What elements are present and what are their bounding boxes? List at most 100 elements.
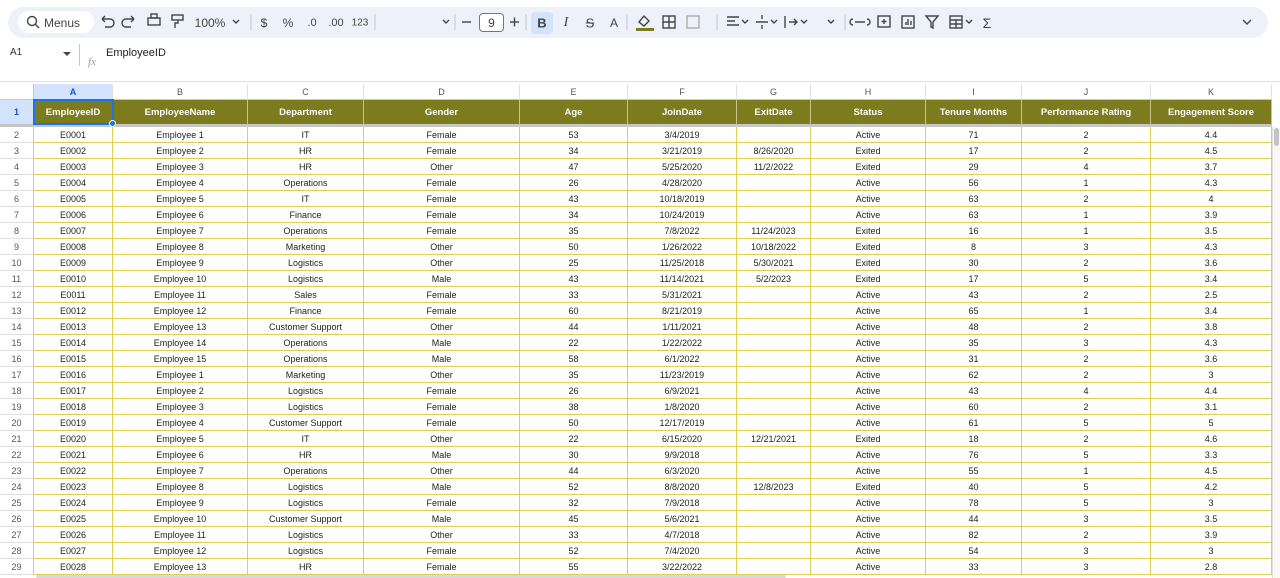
cell[interactable]: 5/31/2021 [628,287,737,303]
cell[interactable]: Employee 7 [113,463,248,479]
cell[interactable]: 5/30/2021 [737,255,811,271]
cell[interactable]: IT [248,127,364,143]
cell[interactable]: 4.5 [1151,463,1272,479]
cell[interactable]: Active [811,351,926,367]
cell[interactable]: 2 [1022,143,1151,159]
cell[interactable]: Employee 3 [113,159,248,175]
cell[interactable]: Finance [248,303,364,319]
row-header[interactable]: 4 [0,159,34,175]
column-header[interactable]: I [926,84,1022,100]
cell[interactable]: 48 [926,319,1022,335]
cell[interactable] [737,287,811,303]
cell[interactable]: 10/18/2019 [628,191,737,207]
cell[interactable]: Employee 4 [113,175,248,191]
cell[interactable]: 4.3 [1151,175,1272,191]
cell[interactable]: HR [248,447,364,463]
cell[interactable]: 3.6 [1151,255,1272,271]
cell[interactable]: E0016 [34,367,113,383]
cell[interactable]: Customer Support [248,319,364,335]
toolbar-item[interactable]: 100% [194,15,226,30]
cell[interactable] [737,527,811,543]
cell[interactable]: 26 [520,383,628,399]
cell[interactable]: HR [248,559,364,575]
row-header[interactable]: 15 [0,335,34,351]
cell[interactable]: 4 [1022,383,1151,399]
cell[interactable]: 3 [1022,511,1151,527]
vertical-scroll-thumb[interactable] [1274,128,1279,146]
toolbar-item[interactable]: 9 [488,15,495,30]
cell[interactable]: Exited [811,239,926,255]
cell[interactable]: 52 [520,479,628,495]
cell[interactable]: Logistics [248,383,364,399]
cell[interactable]: 6/3/2020 [628,463,737,479]
cell[interactable] [737,463,811,479]
cell[interactable]: 8 [926,239,1022,255]
cell[interactable]: 1/22/2022 [628,335,737,351]
cell[interactable]: Finance [248,207,364,223]
row-header[interactable]: 17 [0,367,34,383]
cell[interactable]: 38 [520,399,628,415]
column-header[interactable]: B [113,84,248,100]
cell[interactable]: E0025 [34,511,113,527]
cell[interactable]: 2 [1022,191,1151,207]
cell[interactable]: 8/26/2020 [737,143,811,159]
row-header[interactable]: 7 [0,207,34,223]
row-header[interactable]: 16 [0,351,34,367]
row-header[interactable]: 29 [0,559,34,575]
cell[interactable]: Logistics [248,479,364,495]
cell[interactable]: 3/22/2022 [628,559,737,575]
cell[interactable]: 4.4 [1151,383,1272,399]
cell[interactable]: 4 [1022,159,1151,175]
cell[interactable]: E0026 [34,527,113,543]
cell[interactable]: Active [811,303,926,319]
row-header[interactable]: 20 [0,415,34,431]
cell[interactable] [737,319,811,335]
cell[interactable]: 5 [1151,415,1272,431]
cell[interactable]: 60 [926,399,1022,415]
cell[interactable]: 82 [926,527,1022,543]
cell[interactable] [737,127,811,143]
cell[interactable]: 3.4 [1151,303,1272,319]
cell[interactable]: E0023 [34,479,113,495]
cell[interactable]: Female [364,495,520,511]
cell[interactable]: 4/28/2020 [628,175,737,191]
cell[interactable]: 22 [520,431,628,447]
cell[interactable]: Employee 13 [113,319,248,335]
cell[interactable]: 30 [520,447,628,463]
cell[interactable]: Employee 3 [113,399,248,415]
cell[interactable]: 50 [520,415,628,431]
cell[interactable]: 43 [520,191,628,207]
cell[interactable]: 17 [926,271,1022,287]
cell[interactable]: 7/8/2022 [628,223,737,239]
cell[interactable]: Customer Support [248,511,364,527]
cell[interactable]: Male [364,351,520,367]
cell[interactable]: Active [811,287,926,303]
row-header[interactable]: 8 [0,223,34,239]
header-cell[interactable]: Tenure Months [926,100,1022,124]
cell[interactable]: 2.5 [1151,287,1272,303]
cell[interactable]: 25 [520,255,628,271]
cell[interactable]: E0012 [34,303,113,319]
cell[interactable]: 1 [1022,207,1151,223]
cell[interactable]: 4.4 [1151,127,1272,143]
cell[interactable]: Active [811,367,926,383]
redo-icon[interactable] [121,15,135,28]
cell[interactable]: 2 [1022,351,1151,367]
cell[interactable]: 2 [1022,287,1151,303]
cell[interactable]: 32 [520,495,628,511]
cell[interactable]: 1/26/2022 [628,239,737,255]
cell[interactable]: 52 [520,543,628,559]
name-box[interactable]: A1 [10,47,23,58]
cell[interactable] [737,175,811,191]
cell[interactable]: Other [364,239,520,255]
cell[interactable]: Active [811,415,926,431]
cell[interactable] [737,367,811,383]
name-box-dropdown[interactable] [63,52,71,56]
row-header[interactable]: 21 [0,431,34,447]
cell[interactable]: 2 [1022,367,1151,383]
cell[interactable]: 18 [926,431,1022,447]
cell[interactable]: 3/4/2019 [628,127,737,143]
cell[interactable]: 11/23/2019 [628,367,737,383]
cell[interactable]: 3 [1022,239,1151,255]
cell[interactable]: Exited [811,159,926,175]
